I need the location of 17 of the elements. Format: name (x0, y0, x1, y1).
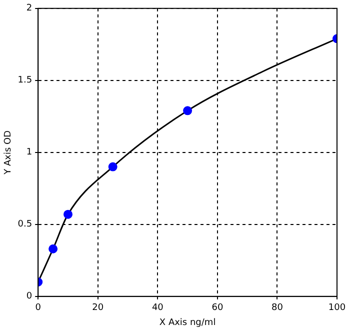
point (183, 106, 192, 116)
x-tick-label: 100 (328, 303, 346, 314)
point (108, 162, 118, 172)
x-tick-label: 80 (271, 303, 284, 314)
y-tick-label: 2 (26, 4, 32, 14)
y-tick-label: 0 (26, 292, 32, 302)
x-tick-label: 20 (92, 303, 104, 314)
y-tick-label: 1.5 (18, 76, 32, 86)
x-axis-title: X Axis ng/ml (159, 318, 216, 328)
x-tick-label: 40 (152, 303, 164, 314)
point (48, 244, 58, 254)
x-tick-label: 60 (212, 303, 224, 314)
point (64, 210, 72, 219)
y-axis-title: Y Axis OD (4, 130, 14, 176)
x-tick-label: 0 (35, 303, 42, 314)
y-tick-label: 0.5 (18, 220, 32, 230)
y-tick-label: 1 (26, 148, 32, 158)
